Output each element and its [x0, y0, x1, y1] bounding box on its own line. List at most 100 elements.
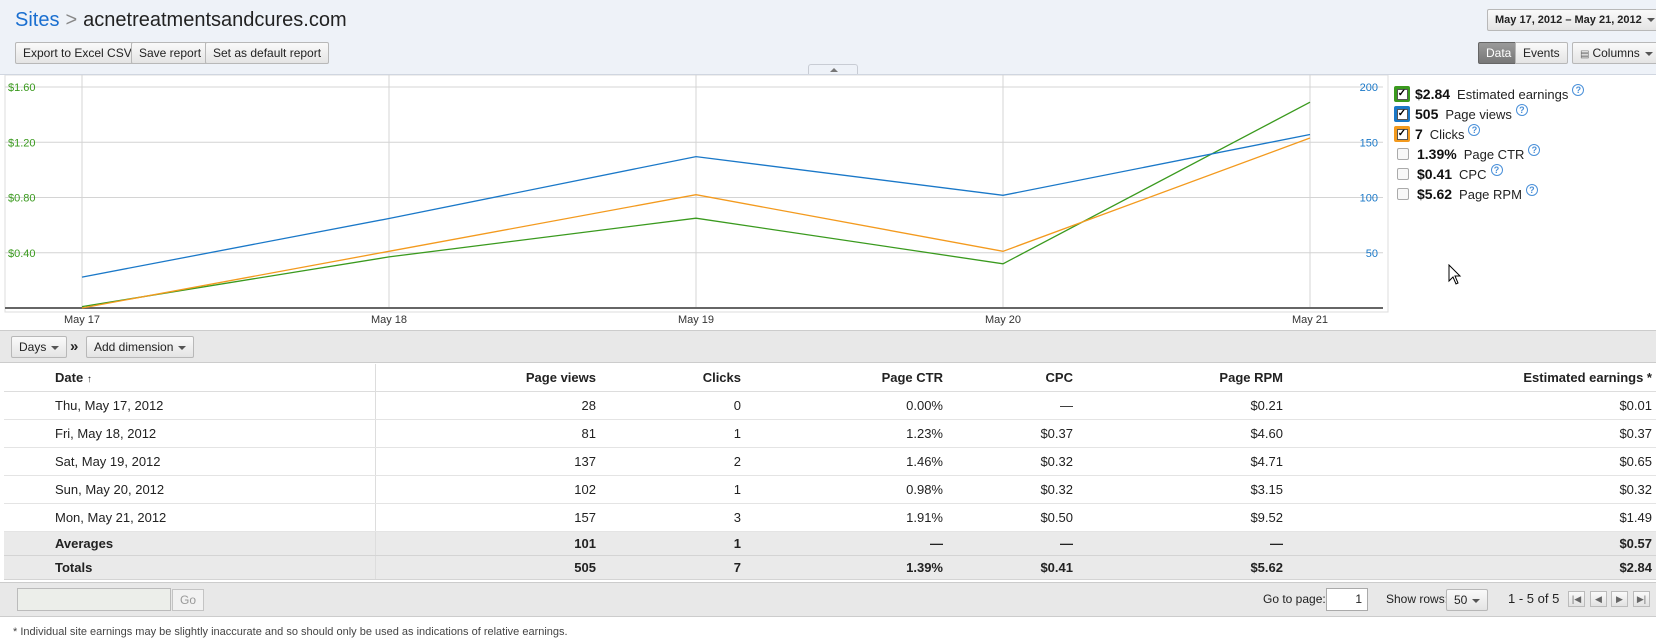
last-page-icon[interactable]: ▶|	[1633, 591, 1650, 607]
earnings-cell: $0.37	[1287, 419, 1656, 448]
page-rpm-checkbox[interactable]	[1397, 188, 1409, 200]
page-ctr-cell: 1.46%	[745, 447, 947, 476]
columns-button[interactable]: ▤ Columns	[1572, 42, 1656, 64]
y-right-tick-label: 50	[1366, 248, 1378, 260]
events-view-button[interactable]: Events	[1515, 42, 1568, 64]
column-header-page-views[interactable]: Page views	[375, 364, 600, 392]
legend-label: Page RPM	[1459, 186, 1522, 202]
column-header-page-rpm[interactable]: Page RPM	[1077, 364, 1287, 392]
chart-legend: ✓ $2.84 Estimated earnings ? ✓ 505 Page …	[1394, 84, 1585, 204]
help-icon[interactable]: ?	[1572, 84, 1585, 96]
checkmark-icon: ✓	[1396, 88, 1408, 100]
footnote: * Individual site earnings may be slight…	[13, 626, 568, 638]
page-views-cell: 28	[375, 391, 600, 420]
page-ctr-cell: 0.98%	[745, 475, 947, 504]
table-header-row: Date ↑ Page views Clicks Page CTR CPC Pa…	[4, 364, 1656, 392]
data-view-button[interactable]: Data	[1478, 42, 1520, 64]
first-page-icon[interactable]: |◀	[1568, 591, 1585, 607]
legend-item-cpc[interactable]: $0.41 CPC ?	[1394, 164, 1584, 184]
filter-input[interactable]	[17, 588, 171, 611]
export-csv-button[interactable]: Export to Excel CSV	[15, 42, 140, 64]
page-views-cell: 81	[375, 419, 600, 448]
x-tick-label: May 21	[1292, 314, 1328, 326]
clicks-cell: 3	[600, 503, 745, 532]
column-header-page-ctr[interactable]: Page CTR	[745, 364, 947, 392]
date-range-picker[interactable]: May 17, 2012 – May 21, 2012	[1487, 9, 1656, 31]
rows-per-page-value: 50	[1454, 593, 1468, 607]
avg-page-rpm: —	[1077, 531, 1287, 556]
column-header-clicks[interactable]: Clicks	[600, 364, 745, 392]
legend-item-clicks[interactable]: ✓ 7 Clicks ?	[1394, 124, 1584, 144]
cpc-cell: $0.50	[947, 503, 1077, 532]
totals-row: Totals 505 7 1.39% $0.41 $5.62 $2.84	[4, 555, 1656, 580]
clicks-checkbox[interactable]: ✓	[1394, 126, 1410, 142]
help-icon[interactable]: ?	[1525, 184, 1538, 196]
page-ctr-checkbox[interactable]	[1397, 148, 1409, 160]
columns-label: Columns	[1592, 46, 1640, 60]
x-tick-label: May 19	[678, 314, 714, 326]
legend-label: CPC	[1459, 166, 1487, 182]
column-header-cpc[interactable]: CPC	[947, 364, 1077, 392]
breadcrumb-separator: >	[65, 9, 78, 31]
rows-per-page-select[interactable]: 50	[1446, 589, 1489, 611]
go-button[interactable]: Go	[172, 589, 205, 611]
series-line-clicks	[81, 137, 1311, 309]
legend-value: 505	[1415, 106, 1439, 122]
total-cpc: $0.41	[947, 555, 1077, 580]
legend-value: 7	[1415, 126, 1423, 142]
page-views-cell: 102	[375, 475, 600, 504]
sort-ascending-icon: ↑	[86, 373, 92, 385]
page-views-cell: 157	[375, 503, 600, 532]
breadcrumb-sites-link[interactable]: Sites	[15, 9, 60, 31]
series-line-page-views	[81, 133, 1311, 278]
page-rpm-cell: $4.60	[1077, 419, 1287, 448]
days-label: Days	[19, 340, 47, 354]
estimated-earnings-checkbox[interactable]: ✓	[1394, 86, 1410, 102]
page-ctr-cell: 1.91%	[745, 503, 947, 532]
cpc-cell: $0.32	[947, 447, 1077, 476]
cpc-checkbox[interactable]	[1397, 168, 1409, 180]
legend-item-page-ctr[interactable]: 1.39% Page CTR ?	[1394, 144, 1584, 164]
table-row: Sat, May 19, 2012 137 2 1.46% $0.32 $4.71 $0.6…	[4, 447, 1656, 476]
page-views-checkbox[interactable]: ✓	[1394, 106, 1410, 122]
dimension-toolbar: Days » Add dimension	[0, 330, 1656, 363]
previous-page-icon[interactable]: ◀	[1590, 591, 1607, 607]
next-page-icon[interactable]: ▶	[1611, 591, 1628, 607]
page-ctr-cell: 0.00%	[745, 391, 947, 420]
page-rpm-cell: $0.21	[1077, 391, 1287, 420]
collapse-chart-toggle[interactable]	[808, 64, 858, 74]
legend-item-estimated-earnings[interactable]: ✓ $2.84 Estimated earnings ?	[1394, 84, 1585, 104]
legend-item-page-views[interactable]: ✓ 505 Page views ?	[1394, 104, 1584, 124]
legend-item-page-rpm[interactable]: $5.62 Page RPM ?	[1394, 184, 1584, 204]
checkmark-icon: ✓	[1396, 108, 1408, 120]
page-number-input[interactable]: 1	[1326, 588, 1368, 611]
chevron-down-icon	[178, 345, 187, 350]
help-icon[interactable]: ?	[1528, 144, 1541, 156]
avg-page-views: 101	[375, 531, 600, 556]
y-left-tick-label: $0.80	[8, 193, 36, 205]
y-right-tick-label: 200	[1360, 82, 1378, 94]
legend-value: 1.39%	[1417, 146, 1457, 162]
legend-value: $5.62	[1417, 186, 1453, 202]
days-dropdown[interactable]: Days	[11, 336, 68, 358]
table-row: Fri, May 18, 2012 81 1 1.23% $0.37 $4.60 $0.37	[4, 419, 1656, 448]
total-page-rpm: $5.62	[1077, 555, 1287, 580]
date-cell: Thu, May 17, 2012	[4, 391, 376, 420]
page-rpm-cell: $3.15	[1077, 475, 1287, 504]
goto-page-label: Go to page:	[1263, 592, 1326, 606]
table-footer: Go Go to page: 1 Show rows: 50 1 - 5 of …	[0, 582, 1656, 617]
help-icon[interactable]: ?	[1490, 164, 1503, 176]
add-dimension-label: Add dimension	[94, 340, 174, 354]
x-tick-label: May 20	[985, 314, 1021, 326]
column-header-date[interactable]: Date ↑	[4, 364, 376, 392]
column-header-estimated-earnings[interactable]: Estimated earnings *	[1287, 364, 1656, 392]
help-icon[interactable]: ?	[1468, 124, 1481, 136]
table-row: Sun, May 20, 2012 102 1 0.98% $0.32 $3.15 $0.3…	[4, 475, 1656, 504]
page-rpm-cell: $4.71	[1077, 447, 1287, 476]
add-dimension-dropdown[interactable]: Add dimension	[86, 336, 195, 358]
set-default-report-button[interactable]: Set as default report	[205, 42, 330, 64]
chevron-down-icon	[1472, 598, 1481, 603]
report-table: Date ↑ Page views Clicks Page CTR CPC Pa…	[4, 364, 1656, 580]
save-report-button[interactable]: Save report	[131, 42, 210, 64]
help-icon[interactable]: ?	[1515, 104, 1528, 116]
